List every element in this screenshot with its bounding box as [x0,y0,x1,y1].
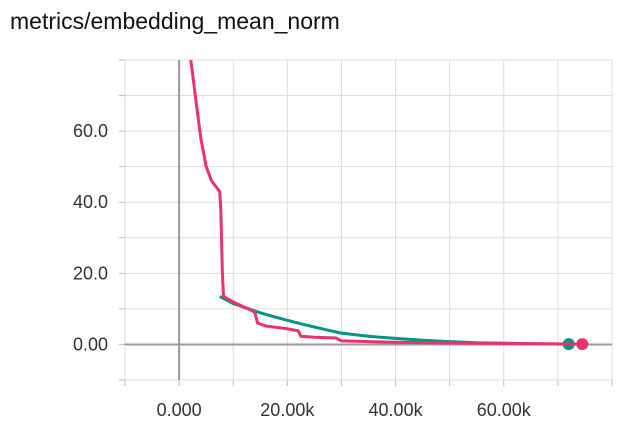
series-lines [189,60,589,351]
x-tick-label: 20.00k [260,400,315,420]
series-line-1 [218,295,569,346]
series-line-2 [189,60,583,346]
tick-labels: 0.000 20.00k 40.00k 60.00k 0.00 20.0 40.0 60.0 [73,121,532,420]
x-tick-label: 40.00k [369,400,424,420]
chart-title: metrics/embedding_mean_norm [10,8,340,34]
y-tick-label: 20.0 [73,263,108,283]
y-tick-label: 0.00 [73,334,108,354]
y-tick-label: 40.0 [73,192,108,212]
series-end-marker-2 [576,338,589,351]
x-tick-label: 60.00k [477,400,532,420]
x-tick-label: 0.000 [157,400,202,420]
y-tick-label: 60.0 [73,121,108,141]
